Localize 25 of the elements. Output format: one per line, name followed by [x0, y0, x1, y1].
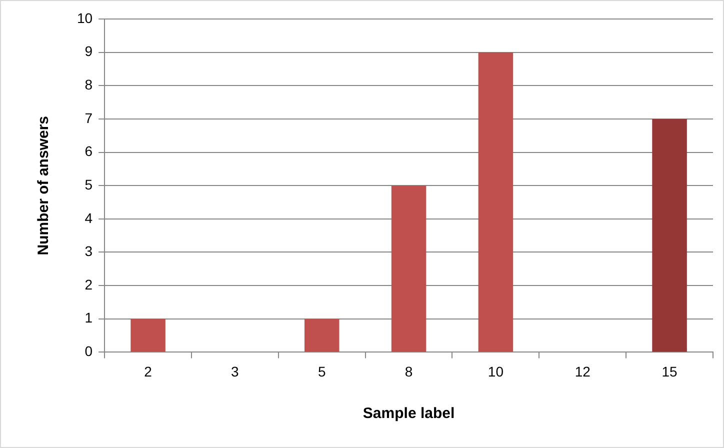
y-tick-label: 5 — [84, 176, 93, 192]
x-tick-label: 5 — [318, 363, 326, 380]
x-tick-label: 10 — [488, 363, 504, 380]
bar — [304, 318, 340, 352]
y-tick-label: 2 — [84, 276, 93, 292]
y-tick-label: 0 — [84, 343, 93, 360]
y-tick-label: 10 — [76, 10, 93, 26]
y-tick-label: 6 — [84, 143, 93, 160]
bar — [391, 186, 426, 352]
y-tick-label: 8 — [84, 76, 93, 92]
y-axis-title: Number of answers — [35, 116, 52, 256]
bar — [652, 118, 687, 352]
x-tick-label: 12 — [574, 363, 591, 380]
y-tick-label: 4 — [84, 210, 93, 226]
bar — [478, 52, 514, 352]
y-tick-label: 1 — [84, 310, 93, 326]
bar — [130, 318, 166, 352]
y-tick-label: 7 — [84, 110, 93, 126]
x-axis-title: Sample label — [362, 405, 455, 422]
x-tick-label: 8 — [404, 363, 413, 380]
y-tick-label: 9 — [84, 43, 93, 60]
y-tick-label: 3 — [84, 243, 93, 260]
x-tick-label: 2 — [144, 363, 152, 380]
x-tick-label: 15 — [662, 363, 678, 380]
x-tick-label: 3 — [231, 363, 240, 380]
